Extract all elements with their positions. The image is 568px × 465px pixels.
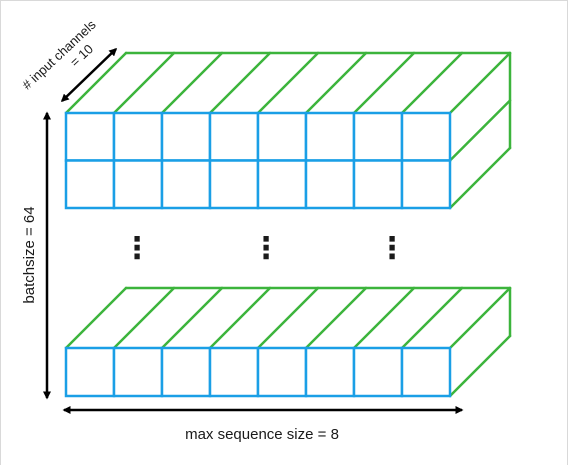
top-block-cell [112,111,164,162]
top-block-cell [64,111,116,162]
top-block-cell [304,159,356,210]
ellipsis-middle: ⋮ [251,232,281,265]
bottom-block-cell [64,346,116,398]
top-block-cell [352,111,404,162]
bottom-block-cell [400,346,452,398]
tensor-block-top [64,51,512,210]
top-block-depth-edge [352,51,416,115]
top-block-cell [160,111,212,162]
top-block-cell [160,159,212,210]
input-channels-arrow [60,47,118,103]
bottom-block-cell [160,346,212,398]
tensor-block-bottom [64,286,512,398]
bottom-block-depth-edge [112,286,176,350]
bottom-block-depth-edge [160,286,224,350]
max-sequence-label: max sequence size = 8 [185,426,339,443]
top-block-cell [400,159,452,210]
top-block-cell [400,111,452,162]
bottom-block-side-depth-edge [448,334,512,398]
bottom-block-depth-edge [256,286,320,350]
frame-top-edge [0,0,568,1]
ellipsis-right: ⋮ [377,232,407,265]
top-block-cell [208,111,260,162]
bottom-block-depth-edge [304,286,368,350]
bottom-block-depth-edge [64,286,128,350]
top-block-cell [112,159,164,210]
top-block-cell [256,111,308,162]
bottom-block-cell [352,346,404,398]
bottom-block-cell [304,346,356,398]
top-block-depth-edge [400,51,464,115]
batchsize-label: batchsize = 64 [21,206,38,303]
frame-left-edge [0,0,1,465]
top-block-side-depth-edge [448,146,512,210]
bottom-block-cell [256,346,308,398]
bottom-block-depth-edge [208,286,272,350]
bottom-block-depth-edge [448,286,512,350]
ellipsis-left: ⋮ [122,232,152,265]
bottom-block-depth-edge [352,286,416,350]
top-block-cell [304,111,356,162]
bottom-block-cell [208,346,260,398]
top-block-depth-edge [304,51,368,115]
ellipsis-group: ⋮ ⋮ ⋮ [122,232,407,265]
top-block-cell [64,159,116,210]
top-block-depth-edge [256,51,320,115]
bottom-block-cell [112,346,164,398]
top-block-depth-edge [112,51,176,115]
bottom-block-depth-edge [400,286,464,350]
top-block-cell [352,159,404,210]
top-block-depth-edge [160,51,224,115]
top-block-depth-edge [208,51,272,115]
top-block-cell [256,159,308,210]
top-block-cell [208,159,260,210]
top-block-side-depth-edge [448,99,512,162]
top-block-depth-edge [448,51,512,115]
